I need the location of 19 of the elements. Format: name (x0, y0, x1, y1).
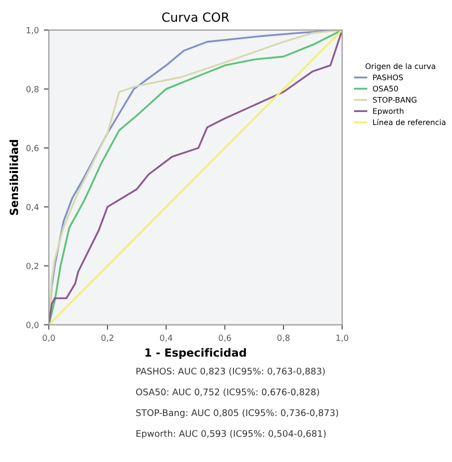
y-tick-label: 0,6 (26, 144, 39, 152)
text: Epworth: AUC 0,593 (IC95%: 0,504-0,681) (136, 430, 326, 439)
x-tick-label: 1,0 (336, 334, 348, 342)
y-axis-title: Sensibilidad (10, 140, 18, 215)
text: STOP-Bang: AUC 0,805 (IC95%: 0,736-0,873) (136, 409, 338, 418)
x-tick-label: 0,4 (160, 334, 172, 342)
y-tick-label: 0,2 (26, 262, 38, 270)
y-tick-label: 1,0 (26, 27, 39, 34)
x-tick-label: 0,8 (277, 334, 290, 342)
x-tick-label: 0,0 (42, 334, 55, 342)
y-tick-label: 0,4 (26, 204, 39, 212)
y-tick-label: 0,0 (26, 322, 39, 329)
text: PASHOS: AUC 0,823 (IC95%: 0,763-0,883) (136, 368, 325, 376)
x-tick-label: 0,2 (101, 334, 114, 342)
y-tick-label: 0,8 (26, 86, 39, 94)
x-tick-label: 0,6 (218, 334, 231, 342)
chart-title: Curva COR (162, 12, 230, 22)
text: OSA50: AUC 0,752 (IC95%: 0,676-0,828) (136, 388, 320, 396)
x-axis-title: 1 - Especificidad (145, 348, 246, 359)
